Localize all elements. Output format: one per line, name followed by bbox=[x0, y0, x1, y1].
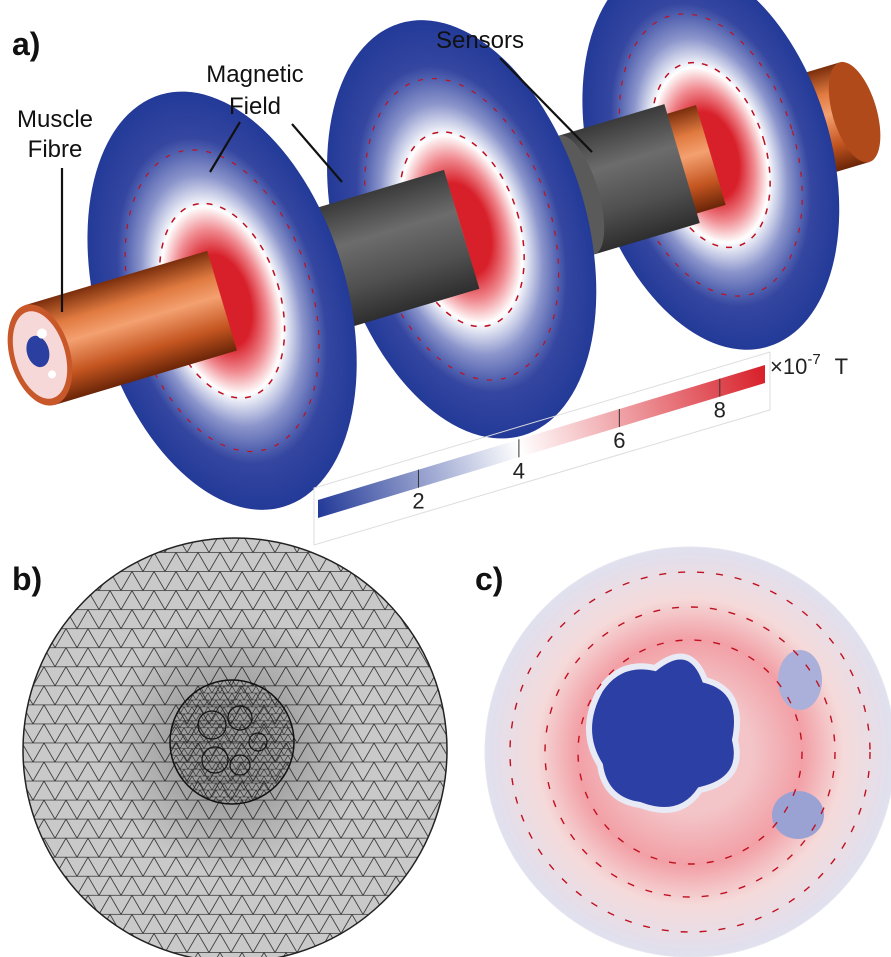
annotation: Muscle bbox=[17, 106, 93, 133]
colorbar-tick-label: 8 bbox=[714, 398, 726, 423]
field-low bbox=[778, 650, 822, 710]
fibre-model bbox=[0, 0, 891, 570]
colorbar-exponent: -7 bbox=[807, 351, 820, 368]
panel-label: b) bbox=[12, 561, 42, 597]
annotation: Magnetic bbox=[206, 61, 303, 88]
colorbar-tick-label: 2 bbox=[412, 489, 424, 514]
annotation: Field bbox=[229, 93, 281, 120]
colorbar-unit-label: T bbox=[835, 354, 848, 379]
field-low bbox=[772, 791, 824, 839]
colorbar-unit: ×10-7 T bbox=[770, 351, 848, 379]
mesh-fibre bbox=[170, 680, 294, 804]
annotation: Sensors bbox=[436, 27, 524, 54]
figure: a) Muscle Fibre Magnetic Field Sensors ×… bbox=[0, 0, 891, 957]
panel-label: c) bbox=[475, 561, 503, 597]
colorbar: ×10-7 T 2 4 6 8 bbox=[314, 351, 848, 545]
panel-label: a) bbox=[12, 26, 40, 62]
colorbar-tick-label: 4 bbox=[513, 458, 525, 483]
annotation: Fibre bbox=[28, 136, 83, 163]
colorbar-tick-label: 6 bbox=[613, 428, 625, 453]
colorbar-multiplier: ×10 bbox=[770, 354, 807, 379]
